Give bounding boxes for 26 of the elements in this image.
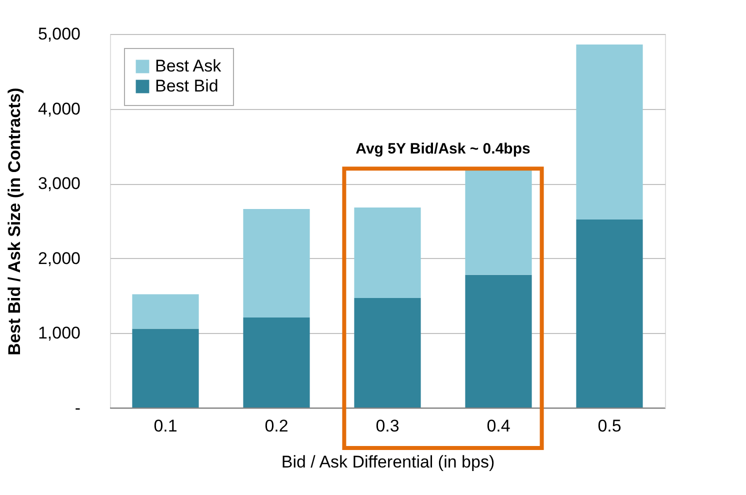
y-tick-label: - [74,398,80,418]
x-tick-label: 0.4 [486,416,510,436]
bar [132,294,199,329]
y-tick-label: 2,000 [38,248,80,268]
y-tick-label: 1,000 [38,324,80,343]
bar [132,328,199,408]
y-tick-label: 3,000 [38,174,80,194]
bar [465,170,532,275]
bar [354,208,421,298]
x-tick-label: 0.3 [376,416,400,436]
bar [576,44,643,220]
y-axis-title: Best Bid / Ask Size (in Contracts) [4,88,24,356]
bar [465,274,532,408]
bar [354,298,421,408]
x-tick-label: 0.2 [264,416,288,436]
legend-label: Best Bid [155,76,218,96]
bar [576,220,643,408]
x-tick-label: 0.1 [154,416,178,436]
x-tick-label: 0.5 [598,416,622,436]
x-axis-title: Bid / Ask Differential (in bps) [281,452,495,472]
bar [243,317,310,408]
y-tick-label: 4,000 [38,99,80,118]
annotation: Avg 5Y Bid/Ask ~ 0.4bps [356,140,530,158]
y-tick-label: 5,000 [38,24,80,44]
legend-label: Best Ask [155,56,222,76]
bar [243,209,310,318]
